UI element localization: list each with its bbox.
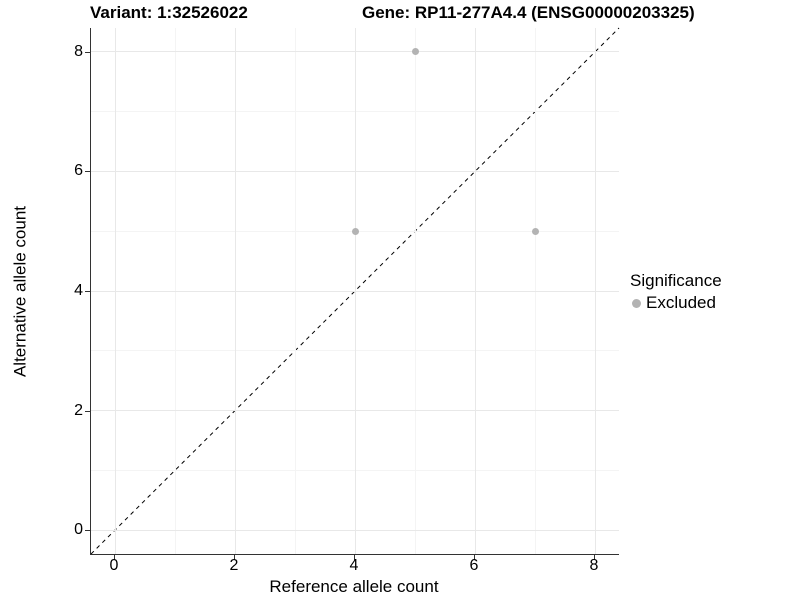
variant-title: Variant: 1:32526022 [90,3,248,22]
y-tick-label: 8 [74,42,83,60]
data-point [411,48,419,56]
legend-point-icon [632,298,641,308]
y-tick-mark [85,291,90,292]
x-tick-label: 6 [469,557,479,574]
x-tick-label: 4 [349,557,359,574]
y-tick-label: 6 [74,162,83,180]
legend-items: Excluded [630,293,722,313]
y-tick-mark [85,410,90,412]
x-tick-mark [114,555,115,560]
x-tick-mark [354,555,355,560]
y-axis-title: Alternative allele count [10,205,30,378]
x-tick-label: 0 [109,557,119,574]
y-tick-mark [85,530,90,532]
plot-panel [90,27,620,555]
y-tick-label: 0 [74,521,83,539]
major-gridline-y [91,170,619,172]
major-gridline-y [91,51,619,53]
y-tick-label: 4 [74,282,83,299]
legend: Significance Excluded [630,271,722,313]
x-tick-mark [594,555,595,560]
data-point [531,227,539,235]
major-gridline-y [91,529,619,531]
y-tick-mark [85,51,90,53]
legend-item-label: Excluded [646,293,716,312]
x-tick-label: 8 [589,557,599,574]
x-axis-title: Reference allele count [269,577,439,596]
legend-item: Excluded [630,293,722,313]
gene-title: Gene: RP11-277A4.4 (ENSG00000203325) [362,3,695,22]
major-gridline-y [91,410,619,412]
x-tick-label: 2 [229,557,239,574]
y-tick-mark [85,171,90,173]
data-point [351,227,359,235]
y-tick-label: 2 [74,401,83,419]
x-tick-mark [234,555,235,560]
major-gridline-y [91,290,619,292]
legend-title: Significance [630,271,722,290]
x-tick-mark [474,555,475,560]
